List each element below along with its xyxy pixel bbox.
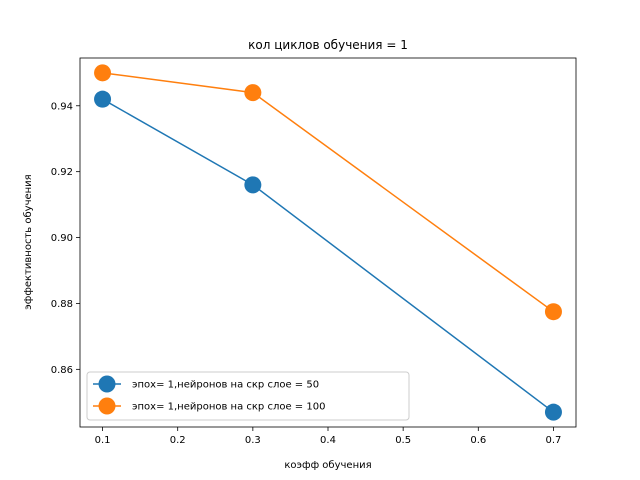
y-tick-label: 0.90 (51, 233, 73, 244)
x-tick-label: 0.5 (395, 435, 411, 446)
legend: эпох= 1,нейронов на скр слое = 50 эпох= 1… (86, 371, 410, 421)
x-tick-label: 0.6 (470, 435, 486, 446)
data-point (544, 303, 562, 321)
y-tick-label: 0.94 (51, 101, 73, 112)
x-tick-label: 0.2 (170, 435, 186, 446)
legend-marker (98, 397, 116, 415)
legend-entry: эпох= 1,нейронов на скр слое = 50 (93, 375, 319, 393)
x-axis-label: коэфф обучения (284, 460, 371, 471)
legend-label: эпох= 1,нейронов на скр слое = 100 (132, 402, 325, 413)
series-1 (94, 90, 562, 421)
axes-frame (79, 57, 577, 428)
series-2 (94, 64, 562, 321)
legend-marker (98, 375, 116, 393)
y-axis-label: эффективность обучения (23, 174, 34, 309)
data-point (244, 176, 262, 194)
x-tick-label: 0.1 (95, 435, 111, 446)
x-tick-label: 0.7 (546, 435, 562, 446)
data-point (244, 84, 262, 102)
y-tick-label: 0.86 (51, 365, 73, 376)
plot-area: 0.1 0.2 0.3 0.4 0.5 0.6 0.7 0.86 0.88 0.90 0.92 0.9… (51, 57, 577, 446)
y-tick-label: 0.88 (51, 299, 73, 310)
data-point (544, 403, 562, 421)
x-tick-label: 0.4 (320, 435, 336, 446)
legend-box (86, 371, 410, 421)
x-tick-label: 0.3 (245, 435, 261, 446)
y-tick-label: 0.92 (51, 167, 73, 178)
legend-label: эпох= 1,нейронов на скр слое = 50 (132, 380, 319, 391)
chart-title: кол циклов обучения = 1 (248, 38, 408, 52)
data-point (94, 64, 112, 82)
legend-entry: эпох= 1,нейронов на скр слое = 100 (93, 397, 325, 415)
data-point (94, 90, 112, 108)
